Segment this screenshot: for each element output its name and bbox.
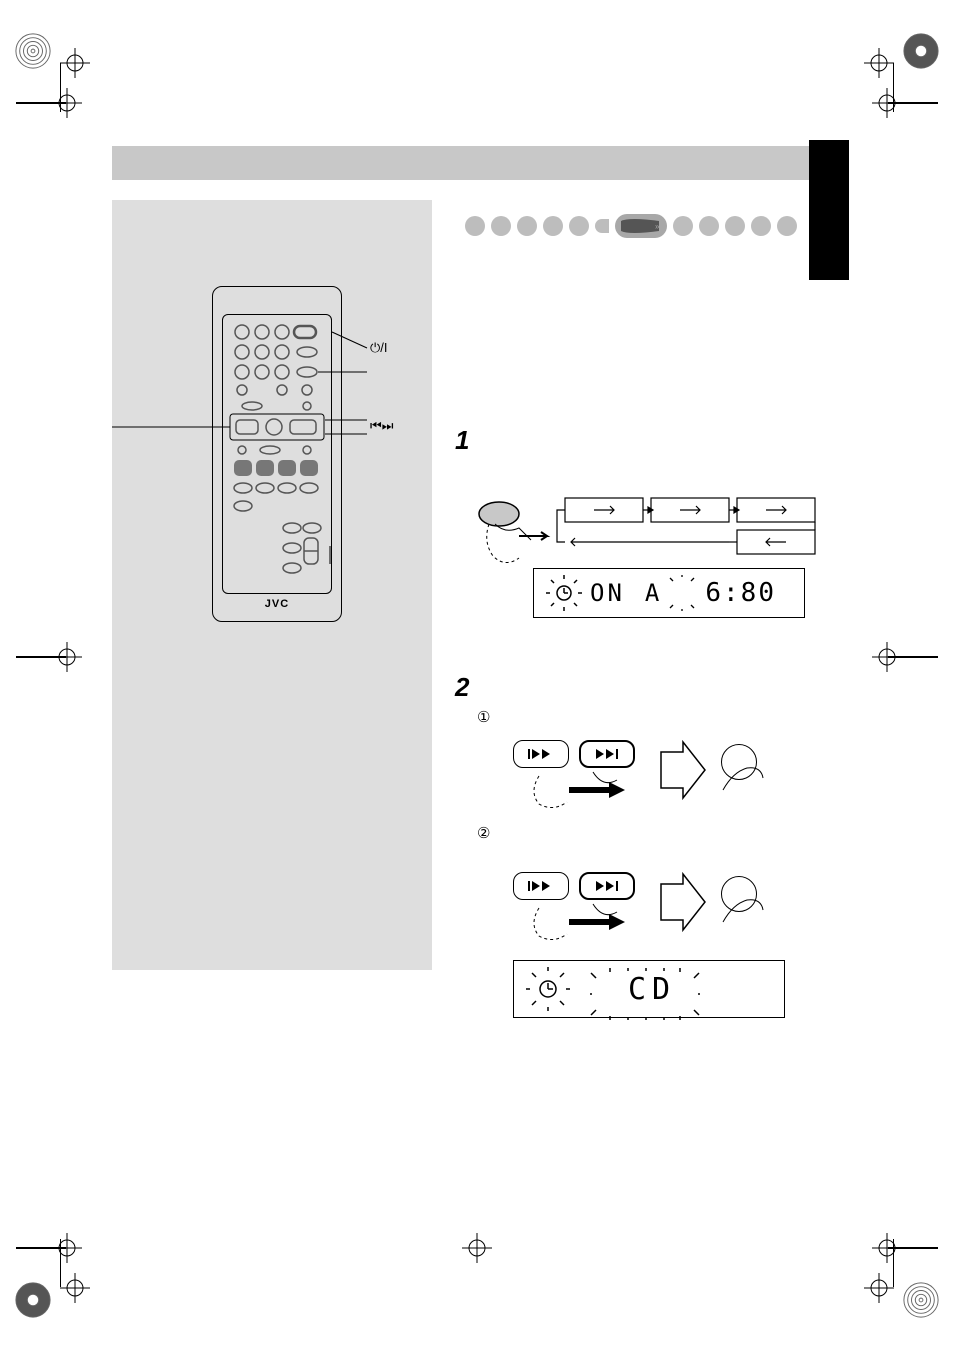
- next-skip-button-icon: [579, 872, 635, 900]
- dot-icon: [543, 216, 563, 236]
- step-1-number: 1: [455, 425, 469, 456]
- big-arrow-icon: [657, 872, 707, 932]
- value-blink-icon: [667, 575, 697, 611]
- registration-spiral-icon: [902, 1281, 940, 1319]
- remote-pill-icon: »: [615, 214, 667, 238]
- big-arrow-icon: [657, 740, 707, 800]
- next-skip-button-icon: [579, 740, 635, 768]
- crop-mark-icon: [16, 88, 82, 118]
- remote-control-diagram: JVC: [212, 286, 342, 622]
- timer-blink-icon: [526, 967, 570, 1011]
- side-tab: [809, 140, 849, 280]
- page-root: JVC ⏻/I ⏮⏭: [0, 0, 954, 1351]
- step2-sub2-diagram: [513, 872, 757, 942]
- dot-icon: [751, 216, 771, 236]
- crop-mark-icon: [16, 1233, 82, 1263]
- dot-icon: [517, 216, 537, 236]
- source-blink-icon: [590, 968, 700, 1020]
- step2-sub1: ①: [477, 708, 490, 726]
- lcd-display-2: CD: [513, 960, 785, 1018]
- step-2-number: 2: [455, 672, 469, 703]
- dot-icon: [491, 216, 511, 236]
- registration-spiral-icon: [902, 32, 940, 70]
- step2-sub1-diagram: [513, 740, 757, 810]
- registration-spiral-icon: [14, 32, 52, 70]
- remote-reference-panel: JVC ⏻/I ⏮⏭: [112, 200, 432, 1140]
- crop-mark-icon: [872, 642, 938, 672]
- remote-buttons-icon: [212, 286, 342, 622]
- dot-icon: [465, 216, 485, 236]
- dot-icon: [673, 216, 693, 236]
- step1-diagram-wrap: ON A 6:80: [475, 490, 845, 630]
- section-banner: [112, 146, 812, 180]
- hand-pointer-icon: [717, 762, 767, 796]
- dot-icon: [777, 216, 797, 236]
- remote-brand-label: JVC: [212, 598, 342, 610]
- dot-icon: [569, 216, 589, 236]
- lcd-value-text: 6:80: [705, 578, 776, 608]
- crop-mark-icon: [872, 1233, 938, 1263]
- power-callout-label: ⏻/I: [370, 340, 388, 356]
- dot-icon: [595, 219, 609, 233]
- prev-skip-button-icon: [513, 740, 569, 768]
- crop-mark-icon: [462, 1233, 492, 1263]
- timer-blink-icon: [546, 575, 582, 611]
- dot-icon: [725, 216, 745, 236]
- step2-sub2: ②: [477, 824, 490, 842]
- lcd-display-1: ON A 6:80: [533, 568, 805, 618]
- crop-mark-icon: [872, 88, 938, 118]
- lcd-flag-text: A: [645, 579, 659, 607]
- lcd-on-text: ON: [590, 579, 625, 607]
- prev-skip-button-icon: [513, 872, 569, 900]
- dot-icon: [699, 216, 719, 236]
- decorative-dot-row: »: [465, 214, 797, 238]
- crop-mark-icon: [16, 642, 82, 672]
- hand-pointer-icon: [717, 894, 767, 928]
- transport-callout-label: ⏮⏭: [370, 418, 393, 434]
- hand-press-icon: [513, 770, 643, 810]
- registration-spiral-icon: [14, 1281, 52, 1319]
- hand-press-icon: [513, 902, 643, 942]
- left-col-bottom-white: [112, 970, 432, 1140]
- svg-text:»: »: [655, 222, 660, 231]
